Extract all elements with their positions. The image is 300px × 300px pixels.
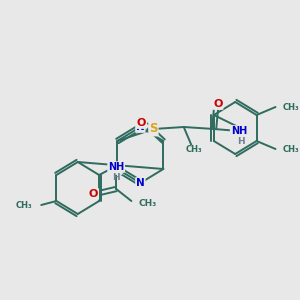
Text: S: S — [149, 122, 158, 136]
Text: N: N — [136, 122, 145, 132]
Text: N: N — [113, 164, 122, 174]
Text: N: N — [136, 178, 145, 188]
Text: NH: NH — [231, 126, 247, 136]
Text: H: H — [237, 136, 244, 146]
Text: CH₃: CH₃ — [283, 103, 300, 112]
Text: O: O — [89, 189, 98, 199]
Text: CH₃: CH₃ — [139, 199, 157, 208]
Text: O: O — [213, 99, 223, 109]
Text: CH₃: CH₃ — [15, 200, 32, 209]
Text: NH: NH — [108, 162, 124, 172]
Text: H: H — [136, 116, 144, 125]
Text: CH₃: CH₃ — [283, 145, 300, 154]
Text: O: O — [137, 118, 146, 128]
Text: CH₃: CH₃ — [186, 146, 202, 154]
Text: H: H — [112, 172, 120, 182]
